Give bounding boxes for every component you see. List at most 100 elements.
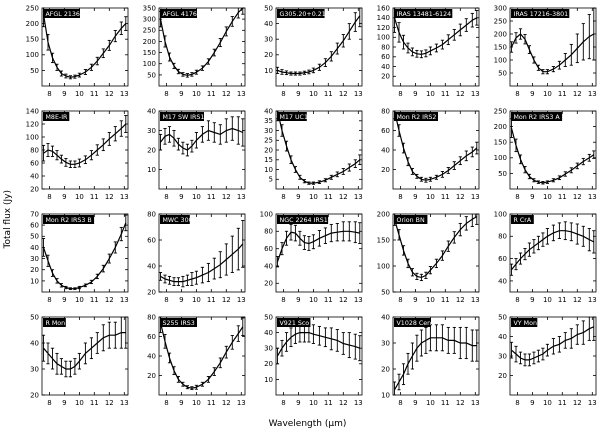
svg-text:11: 11 xyxy=(441,399,450,407)
svg-text:250: 250 xyxy=(494,108,507,115)
svg-text:100: 100 xyxy=(377,34,390,42)
svg-text:8: 8 xyxy=(47,399,51,407)
svg-text:100: 100 xyxy=(143,60,156,68)
error-bars xyxy=(159,220,245,288)
panel-title: M8E-IR xyxy=(43,112,70,121)
error-bars xyxy=(42,8,128,80)
svg-text:8: 8 xyxy=(281,296,285,304)
svg-text:11: 11 xyxy=(90,90,99,98)
svg-text:30: 30 xyxy=(264,36,273,44)
svg-text:13: 13 xyxy=(588,90,597,98)
svg-text:R CrA: R CrA xyxy=(514,217,532,224)
svg-text:140: 140 xyxy=(377,14,390,22)
axis-ticks xyxy=(510,110,596,189)
panel-title: IRAS 17216-3801 xyxy=(511,9,570,18)
svg-text:60: 60 xyxy=(30,159,39,167)
tick-labels: 8 9 10 11 12 13 20 30 40 50 xyxy=(30,314,129,407)
svg-text:9: 9 xyxy=(62,193,66,201)
plots-area: 8 9 10 11 12 13 50 100 150 200 250 AFGL 2136 8 9 10 11 1… xyxy=(15,5,600,433)
svg-text:100: 100 xyxy=(494,154,507,162)
svg-text:13: 13 xyxy=(588,399,597,407)
panel-title: V921 Sco xyxy=(277,318,311,327)
svg-text:8: 8 xyxy=(515,90,519,98)
svg-text:13: 13 xyxy=(354,90,363,98)
svg-text:50: 50 xyxy=(30,314,39,321)
svg-text:40: 40 xyxy=(264,108,273,115)
svg-text:150: 150 xyxy=(494,43,507,51)
svg-text:8: 8 xyxy=(398,296,402,304)
panel-title: S255 IRS3 xyxy=(160,318,197,327)
axis-ticks xyxy=(510,213,596,292)
spectrum-curve xyxy=(510,33,595,73)
svg-text:5: 5 xyxy=(269,176,273,184)
svg-text:8: 8 xyxy=(164,296,168,304)
subplot-mon-r2-irs2: 8 9 10 11 12 13 20 40 60 80 Mon R2 IRS2 xyxy=(381,108,480,201)
panel-title: R CrA xyxy=(511,215,534,224)
svg-text:11: 11 xyxy=(324,193,333,201)
svg-text:10: 10 xyxy=(426,399,435,407)
svg-text:150: 150 xyxy=(26,36,39,44)
tick-labels: 8 9 10 11 12 13 10 20 30 40 50 xyxy=(264,314,363,407)
spectrum-curve xyxy=(393,216,478,279)
svg-text:40: 40 xyxy=(30,244,39,252)
svg-text:150: 150 xyxy=(377,236,390,244)
svg-text:13: 13 xyxy=(471,193,480,201)
svg-text:200: 200 xyxy=(143,38,156,46)
svg-text:20: 20 xyxy=(147,372,156,380)
spectrum-curve xyxy=(159,8,244,76)
svg-text:30: 30 xyxy=(264,345,273,353)
plot-frame xyxy=(158,7,246,87)
axis-ticks xyxy=(393,316,479,396)
spectrum-curve xyxy=(43,123,127,165)
spectrum-curve xyxy=(276,230,360,262)
panel-title: G305.20+0.21 xyxy=(277,9,326,18)
svg-text:40: 40 xyxy=(264,262,273,270)
svg-text:10: 10 xyxy=(426,90,435,98)
svg-text:12: 12 xyxy=(339,193,348,201)
svg-text:50: 50 xyxy=(30,67,39,75)
svg-text:12: 12 xyxy=(573,296,582,304)
tick-labels: 8 9 10 11 12 13 20 40 60 80 xyxy=(381,108,480,201)
svg-text:10: 10 xyxy=(309,399,318,407)
spectrum-curve xyxy=(160,243,244,283)
svg-text:10: 10 xyxy=(75,193,84,201)
svg-text:10: 10 xyxy=(192,296,201,304)
spectrum-curve xyxy=(510,128,595,184)
svg-text:250: 250 xyxy=(26,5,39,12)
svg-text:10: 10 xyxy=(426,193,435,201)
svg-text:60: 60 xyxy=(381,53,390,61)
svg-text:10: 10 xyxy=(192,193,201,201)
svg-text:10: 10 xyxy=(75,399,84,407)
plot-frame xyxy=(509,110,597,190)
svg-text:9: 9 xyxy=(530,296,534,304)
plot-frame xyxy=(41,316,129,396)
svg-text:11: 11 xyxy=(207,193,216,201)
svg-text:M8E-IR: M8E-IR xyxy=(46,114,69,121)
svg-text:50: 50 xyxy=(264,314,273,321)
panel-title: Mon R2 IRS2 xyxy=(394,112,438,121)
svg-text:25: 25 xyxy=(264,137,273,145)
svg-text:10: 10 xyxy=(543,193,552,201)
svg-text:AFGL 4176: AFGL 4176 xyxy=(163,11,197,18)
svg-text:40: 40 xyxy=(498,277,507,285)
svg-text:20: 20 xyxy=(264,360,273,368)
subplot-mwc-300: 8 9 10 11 12 13 20 40 60 80 MWC 300 xyxy=(147,211,246,304)
plot-frame xyxy=(41,213,129,293)
subplot-iras-17216-3801: 8 9 10 11 12 13 50 100 150 200 250 300 IRAS 17216-38… xyxy=(494,5,597,98)
svg-text:40: 40 xyxy=(264,20,273,28)
plot-frame xyxy=(275,110,363,190)
svg-text:12: 12 xyxy=(456,399,465,407)
svg-text:11: 11 xyxy=(324,399,333,407)
svg-text:13: 13 xyxy=(471,90,480,98)
svg-text:20: 20 xyxy=(381,365,390,373)
svg-text:40: 40 xyxy=(381,314,390,321)
svg-text:100: 100 xyxy=(494,211,507,218)
svg-text:12: 12 xyxy=(105,296,114,304)
svg-text:9: 9 xyxy=(530,399,534,407)
subplot-s255-irs3: 8 9 10 11 12 13 20 40 60 80 S255 IRS3 xyxy=(147,314,246,407)
svg-text:13: 13 xyxy=(588,296,597,304)
y-axis-label: Total flux (Jy) xyxy=(0,5,15,433)
subplot-mon-r2-irs3-b: 8 9 10 11 12 13 10 20 30 40 50 60 70 Mon R2 IRS3 B xyxy=(30,211,129,304)
svg-text:10: 10 xyxy=(543,296,552,304)
